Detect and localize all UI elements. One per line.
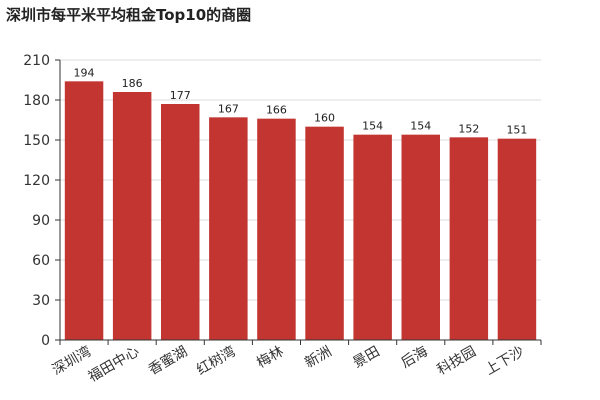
data-label: 167	[218, 102, 239, 115]
bar	[305, 126, 344, 341]
x-tick-label: 景田	[350, 344, 382, 372]
bar	[161, 104, 200, 340]
y-tick-label: 210	[23, 53, 50, 69]
y-tick-label: 150	[23, 133, 50, 149]
data-label: 154	[362, 120, 383, 133]
data-label: 160	[314, 112, 335, 125]
bar	[401, 134, 440, 340]
y-tick-label: 120	[23, 173, 50, 189]
chart-title: 深圳市每平米平均租金Top10的商圈	[6, 6, 252, 24]
bar	[353, 134, 392, 340]
data-label: 194	[74, 66, 95, 79]
y-tick-label: 30	[32, 293, 50, 309]
x-tick-label: 红树湾	[193, 343, 238, 379]
bar	[449, 137, 489, 340]
bar	[112, 92, 152, 340]
bar	[497, 138, 537, 340]
data-label: 151	[506, 124, 527, 137]
bar	[209, 117, 248, 340]
data-label: 166	[266, 104, 287, 117]
bar	[64, 81, 104, 340]
y-tick-label: 90	[32, 213, 50, 229]
data-label: 186	[122, 77, 143, 90]
bar	[257, 118, 296, 341]
y-tick-label: 60	[32, 253, 50, 269]
x-tick-label: 科技园	[434, 344, 478, 379]
x-tick-label: 梅林	[254, 344, 286, 372]
y-tick-label: 180	[23, 93, 50, 109]
x-tick-label: 福田中心	[86, 344, 142, 386]
data-label: 152	[458, 122, 479, 135]
x-tick-label: 香蜜湖	[146, 344, 190, 379]
x-tick-label: 后海	[399, 344, 431, 372]
x-tick-label: 上下沙	[483, 344, 527, 379]
y-tick-label: 0	[41, 333, 50, 349]
x-tick-label: 新洲	[302, 344, 334, 372]
data-label: 177	[170, 89, 191, 102]
data-label: 154	[410, 120, 431, 133]
